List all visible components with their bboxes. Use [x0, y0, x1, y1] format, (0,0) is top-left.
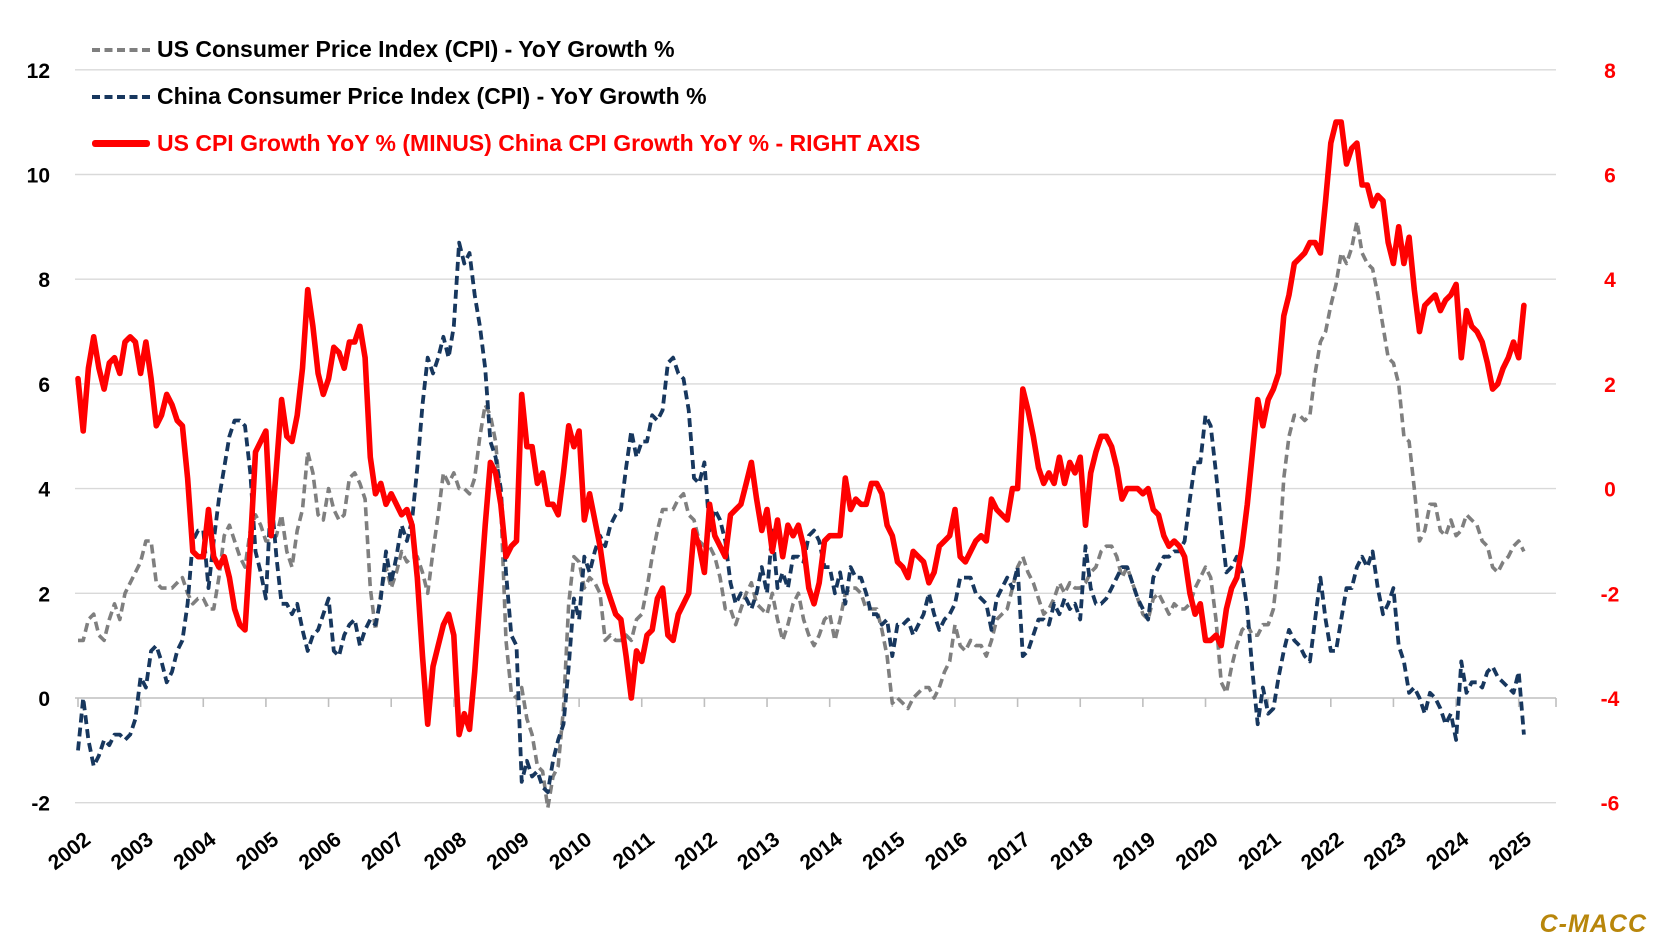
right-axis-tick-label: 2: [1604, 374, 1616, 397]
legend-item-us-minus-china: US CPI Growth YoY % (MINUS) China CPI Gr…: [92, 120, 920, 167]
left-axis-tick-label: 12: [27, 60, 50, 83]
x-axis-year-label: 2020: [1172, 828, 1223, 875]
x-axis-year-label: 2011: [609, 828, 659, 874]
x-axis-year-label: 2003: [107, 828, 158, 875]
x-axis-year-label: 2014: [796, 828, 847, 875]
us-cpi-line: [78, 219, 1526, 810]
x-axis-year-label: 2010: [545, 828, 596, 875]
x-axis-year-label: 2007: [357, 828, 408, 875]
x-axis-year-label: 2021: [1234, 828, 1285, 875]
x-axis-year-label: 2025: [1485, 828, 1536, 875]
china-cpi-line: [76, 240, 1526, 795]
left-axis-tick-label: 10: [27, 165, 50, 188]
right-axis-tick-label: 6: [1604, 165, 1616, 188]
x-axis-year-label: 2023: [1360, 828, 1411, 875]
right-axis-tick-label: 8: [1604, 60, 1616, 83]
legend-label-us-minus-china: US CPI Growth YoY % (MINUS) China CPI Gr…: [157, 130, 921, 156]
right-axis-tick-label: 4: [1604, 269, 1616, 292]
us-cpi-dashed-line-swatch: [92, 47, 150, 52]
legend-label-china-cpi: China Consumer Price Index (CPI) - YoY G…: [157, 83, 707, 109]
x-axis-year-label: 2018: [1046, 828, 1097, 875]
x-axis-year-label: 2015: [858, 828, 909, 875]
x-axis-year-label: 2004: [169, 828, 220, 875]
left-axis-tick-label: -2: [31, 793, 50, 816]
left-axis-tick-label: 8: [38, 269, 50, 292]
x-axis-year-label: 2009: [483, 828, 534, 875]
us-minus-china-line: [75, 119, 1527, 738]
x-axis-year-label: 2008: [420, 828, 471, 875]
right-axis-tick-label: -2: [1601, 583, 1620, 606]
x-axis-year-label: 2024: [1422, 828, 1473, 875]
right-axis-tick-label: -4: [1601, 688, 1620, 711]
x-axis-year-label: 2017: [984, 828, 1035, 875]
x-axis-year-label: 2013: [733, 828, 784, 875]
x-axis-year-label: 2019: [1109, 828, 1160, 875]
china-cpi-dashed-line-swatch: [92, 94, 150, 99]
legend-item-china-cpi: China Consumer Price Index (CPI) - YoY G…: [92, 73, 920, 120]
legend-label-us-cpi: US Consumer Price Index (CPI) - YoY Grow…: [157, 36, 675, 62]
x-axis-year-label: 2022: [1297, 828, 1348, 875]
right-axis-tick-label: 0: [1604, 479, 1616, 502]
left-axis-tick-label: 6: [38, 374, 50, 397]
us-minus-china-solid-line-swatch: [92, 140, 150, 147]
x-axis-year-label: 2005: [232, 828, 283, 875]
right-axis-tick-label: -6: [1601, 793, 1620, 816]
left-axis-tick-label: 2: [38, 583, 50, 606]
x-axis-year-label: 2006: [295, 828, 346, 875]
x-axis-year-label: 2002: [44, 828, 95, 875]
left-axis-tick-label: 0: [38, 688, 50, 711]
x-axis-year-label: 2016: [921, 828, 972, 875]
legend: US Consumer Price Index (CPI) - YoY Grow…: [92, 26, 920, 167]
x-axis-year-label: 2012: [671, 828, 722, 875]
left-axis-tick-label: 4: [38, 479, 50, 502]
legend-item-us-cpi: US Consumer Price Index (CPI) - YoY Grow…: [92, 26, 920, 73]
watermark: C-MACC: [1539, 910, 1647, 938]
